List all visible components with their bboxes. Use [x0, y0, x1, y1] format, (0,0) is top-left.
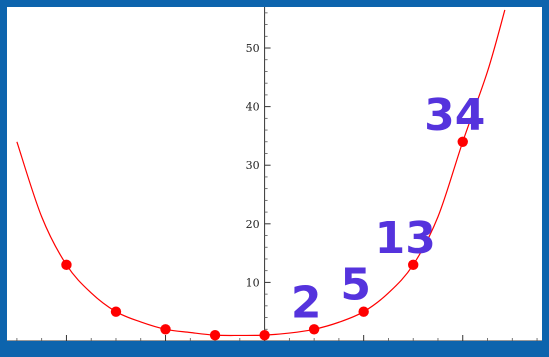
fibonacci-annotation: 5	[340, 260, 371, 311]
data-point	[209, 329, 221, 341]
y-tick-label: 30	[246, 159, 260, 172]
y-tick-label: 20	[246, 218, 260, 231]
annotation-layer: 2 513 34	[291, 90, 486, 329]
fibonacci-annotation: 34	[424, 90, 485, 141]
y-tick-label: 10	[246, 276, 260, 289]
data-point	[358, 306, 369, 317]
data-point	[61, 259, 72, 271]
data-point	[408, 259, 419, 271]
data-point	[308, 324, 320, 335]
points-layer	[61, 136, 468, 341]
fibonacci-annotation: 2	[291, 277, 322, 328]
data-point	[110, 306, 122, 317]
data-point	[259, 329, 270, 341]
axes: −4−2241020304050	[7, 7, 542, 357]
data-point	[457, 136, 468, 147]
y-tick-label: 50	[246, 42, 260, 55]
fitted-curve-line	[16, 9, 506, 337]
data-point	[160, 324, 171, 335]
y-tick-label: 40	[246, 101, 260, 114]
curve-layer	[16, 9, 506, 337]
fibonacci-annotation: 13	[375, 213, 436, 264]
